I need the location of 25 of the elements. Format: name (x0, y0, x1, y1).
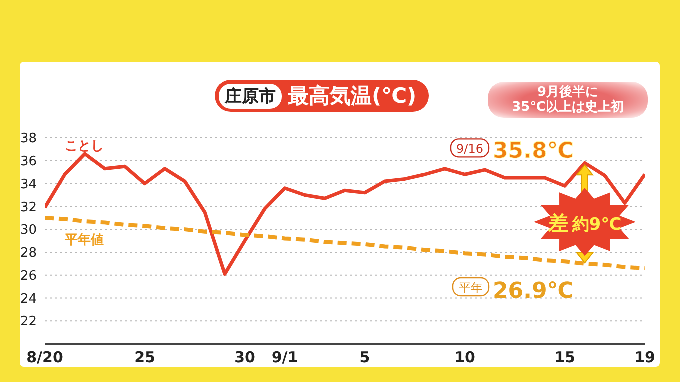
x-tick-label: 15 (554, 348, 576, 367)
x-tick-label: 19 (634, 348, 656, 367)
y-tick-label: 24 (20, 292, 37, 307)
x-tick-label: 8/20 (26, 348, 64, 367)
y-tick-label: 34 (20, 177, 37, 192)
x-tick-label: 30 (234, 348, 256, 367)
y-tick-label: 38 (20, 132, 37, 147)
x-tick-label: 5 (360, 348, 370, 367)
annotation: 差 約9℃ (547, 211, 622, 236)
series-label: 平年値 (64, 233, 104, 248)
y-tick-label: 36 (20, 154, 37, 170)
y-tick-label: 28 (20, 246, 37, 262)
series-label: ことし (65, 138, 104, 154)
x-tick-label: 10 (454, 348, 476, 367)
chart-subtitle: 庄原市 (219, 84, 282, 108)
annotation: 平年 26.9℃ (459, 279, 574, 304)
x-tick-label: 25 (134, 348, 156, 367)
text: 9月後半に 35℃以上は史上初 (488, 82, 648, 118)
x-tick-label: 9/1 (272, 348, 298, 367)
annotation: 9/16 35.8℃ (456, 139, 574, 164)
y-tick-label: 30 (20, 223, 37, 238)
y-tick-label: 32 (20, 200, 37, 216)
chart-title: 最高気温(℃) (288, 83, 417, 110)
y-tick-label: 22 (20, 314, 37, 330)
y-tick-label: 26 (20, 268, 37, 284)
